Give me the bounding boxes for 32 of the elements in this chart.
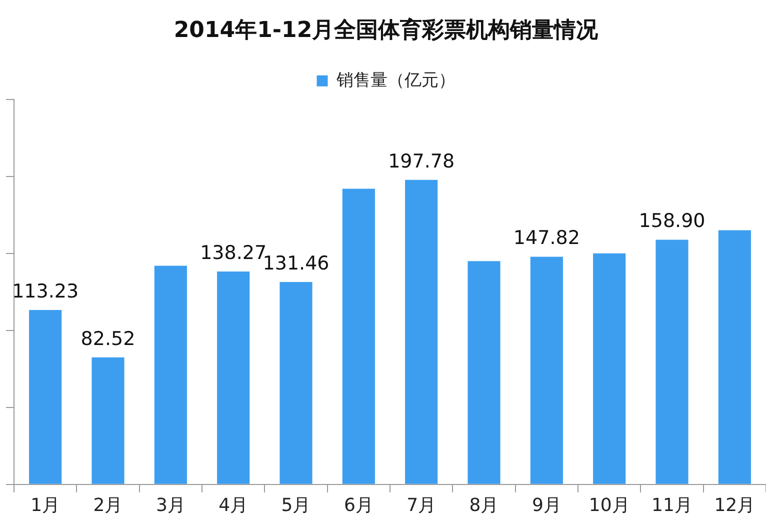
x-tick-label: 4月 [218, 494, 248, 516]
x-tick-label: 11月 [652, 494, 692, 516]
legend-label: 销售量（亿元） [335, 70, 456, 90]
x-tick-label: 7月 [406, 494, 436, 516]
chart-title: 2014年1-12月全国体育彩票机构销量情况 [174, 16, 600, 43]
bar [280, 282, 312, 484]
data-label: 113.23 [12, 280, 79, 302]
bar [468, 261, 500, 484]
bar [342, 188, 375, 484]
x-tick-label: 10月 [588, 494, 630, 516]
bar [405, 180, 438, 484]
data-label: 131.46 [262, 252, 330, 274]
x-tick-label: 2月 [93, 494, 123, 516]
x-tick-label: 12月 [714, 494, 756, 516]
bar [154, 266, 187, 484]
data-label: 158.90 [638, 210, 706, 232]
x-tick-label: 3月 [156, 494, 186, 516]
bar [718, 230, 751, 484]
x-tick-label: 6月 [344, 494, 374, 516]
data-label: 197.78 [388, 150, 455, 172]
x-tick-label: 9月 [532, 494, 562, 516]
bar [29, 310, 62, 484]
bar [656, 240, 688, 484]
data-label: 82.52 [80, 328, 136, 350]
x-tick-label: 8月 [469, 494, 499, 516]
data-label: 147.82 [513, 227, 580, 250]
x-tick-label: 1月 [30, 494, 60, 516]
bar [530, 256, 563, 484]
bar [217, 271, 250, 484]
x-tick-label: 5月 [281, 494, 311, 516]
bar [92, 357, 124, 484]
bar [593, 253, 626, 484]
